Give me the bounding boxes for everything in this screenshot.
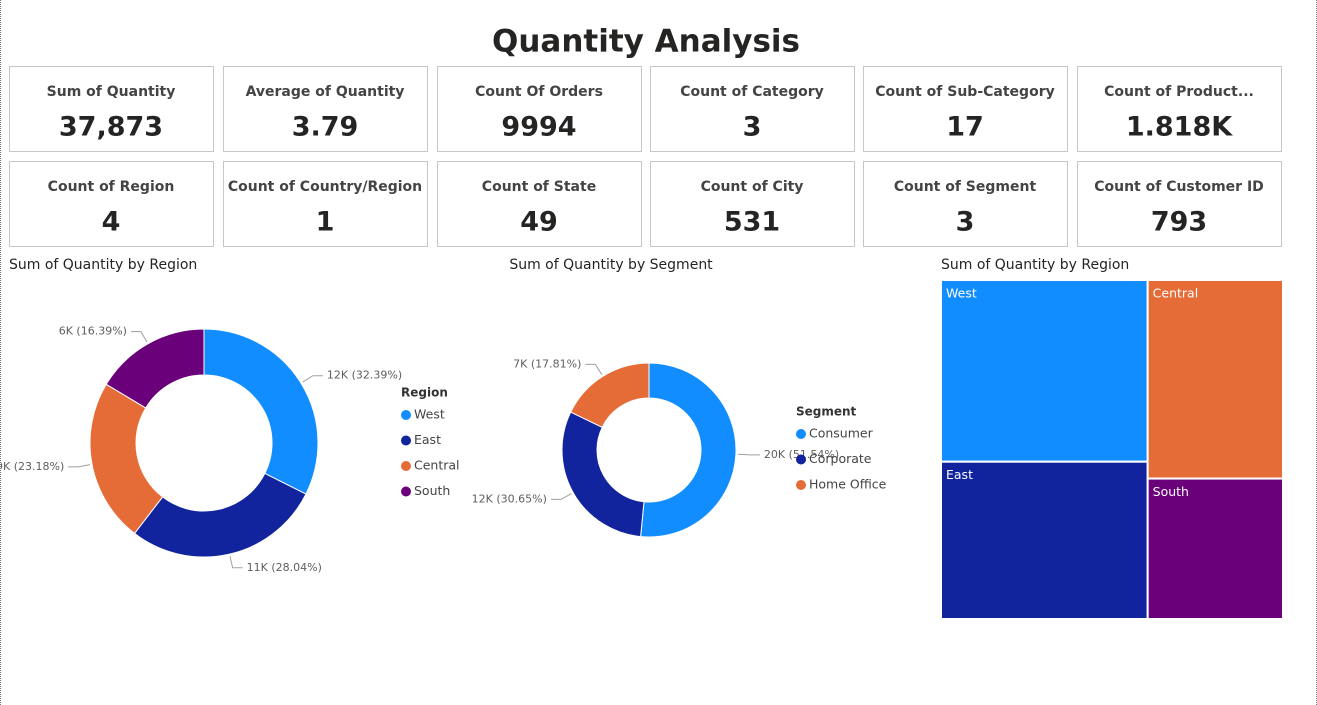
kpi-card	[1077, 66, 1282, 152]
slice-label: 11K (28.04%)	[247, 561, 322, 574]
chart-title: Sum of Quantity by Segment	[509, 257, 713, 273]
leader-line	[585, 363, 603, 375]
kpi-card	[863, 161, 1068, 247]
leader-line	[550, 493, 572, 500]
legend-item: East	[414, 432, 441, 447]
kpi-card	[650, 66, 855, 152]
chart-title: Sum of Quantity by Region	[941, 257, 1129, 273]
legend-marker	[796, 454, 806, 465]
tile-label: East	[946, 467, 973, 482]
kpi-value: 17	[946, 112, 984, 143]
kpi-value: 9994	[501, 112, 576, 143]
treemap-tile	[940, 279, 1149, 463]
kpi-label: Count of Country/Region	[228, 179, 422, 195]
slice-label: 6K (16.39%)	[59, 325, 127, 338]
donut-slice	[89, 383, 164, 535]
slice-label: 20K (51.54%)	[764, 448, 839, 461]
leader-line	[68, 464, 91, 468]
donut-slice	[570, 362, 650, 428]
kpi-value: 531	[724, 207, 780, 238]
kpi-label: Count of City	[701, 179, 804, 195]
kpi-card	[223, 161, 428, 247]
donut-slice	[640, 362, 737, 538]
kpi-card	[9, 161, 214, 247]
legend-marker	[401, 461, 411, 471]
kpi-card	[863, 66, 1068, 152]
kpi-value: 4	[102, 207, 121, 238]
kpi-value: 1	[316, 207, 335, 238]
donut-slice	[133, 472, 307, 558]
kpi-card	[437, 66, 642, 152]
kpi-card	[1077, 161, 1282, 247]
legend-title: Segment	[796, 405, 857, 419]
legend-item: South	[414, 483, 450, 498]
slice-label: 12K (32.39%)	[327, 369, 402, 382]
treemap-tile	[940, 460, 1149, 620]
kpi-label: Count of Category	[680, 84, 824, 100]
kpi-value: 3.79	[292, 112, 359, 143]
kpi-label: Count of Customer ID	[1094, 179, 1264, 195]
legend-marker	[401, 410, 411, 420]
leader-line	[130, 331, 148, 343]
kpi-value: 3	[743, 112, 762, 143]
tile-label: Central	[1153, 286, 1199, 301]
kpi-label: Count of Product...	[1104, 84, 1254, 100]
legend-marker	[796, 480, 806, 490]
kpi-value: 1.818K	[1126, 112, 1233, 143]
kpi-card	[650, 161, 855, 247]
tile-label: South	[1153, 484, 1189, 499]
kpi-value: 37,873	[59, 112, 163, 143]
tile-label: West	[946, 286, 977, 301]
kpi-label: Count of State	[482, 179, 596, 195]
legend-item: Consumer	[809, 426, 874, 441]
legend-item: Home Office	[809, 477, 887, 492]
legend-item: West	[414, 407, 445, 422]
kpi-label: Count of Region	[48, 179, 175, 195]
legend-marker	[796, 429, 806, 439]
chart-title: Sum of Quantity by Region	[9, 257, 197, 273]
donut-slice	[561, 411, 645, 538]
kpi-card	[437, 161, 642, 247]
legend-item: Corporate	[809, 451, 872, 466]
kpi-value: 49	[520, 207, 558, 238]
legend-marker	[401, 486, 411, 497]
donut-slice	[105, 328, 205, 409]
kpi-label: Sum of Quantity	[47, 84, 176, 100]
donut-slice	[203, 328, 319, 495]
legend-title: Region	[401, 386, 448, 400]
treemap-tile	[1146, 279, 1285, 480]
kpi-label: Count of Segment	[894, 179, 1037, 195]
kpi-label: Count of Sub-Category	[875, 84, 1054, 100]
slice-label: 7K (17.81%)	[513, 357, 581, 370]
slice-label: 12K (30.65%)	[472, 492, 547, 505]
legend-item: Central	[414, 458, 460, 473]
leader-line	[302, 375, 323, 383]
kpi-label: Count Of Orders	[475, 84, 603, 100]
kpi-label: Average of Quantity	[246, 84, 405, 100]
kpi-value: 793	[1151, 207, 1207, 238]
kpi-value: 3	[956, 207, 975, 238]
slice-label: 9K (23.18%)	[1, 460, 64, 473]
treemap-tile	[1146, 477, 1285, 620]
leader-line	[229, 555, 243, 569]
kpi-card	[223, 66, 428, 152]
leader-line	[737, 453, 760, 456]
page-title: Quantity Analysis	[492, 24, 800, 60]
kpi-card	[9, 66, 214, 152]
legend-marker	[401, 435, 411, 446]
